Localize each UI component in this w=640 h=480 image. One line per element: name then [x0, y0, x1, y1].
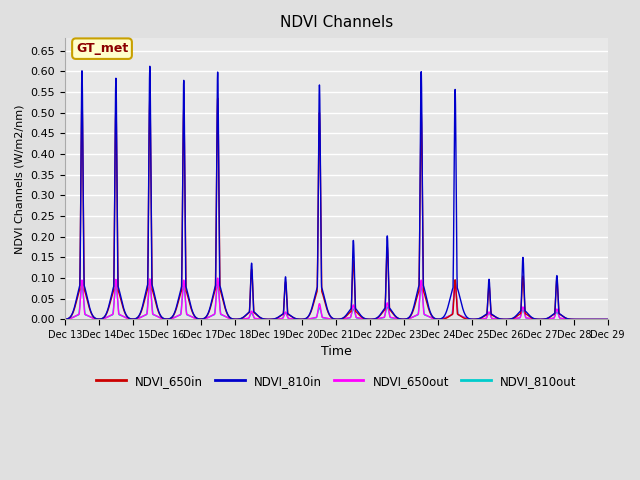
NDVI_810in [382, 266, 390, 272]
Y-axis label: NDVI Channels (W/m2/nm): NDVI Channels (W/m2/nm) [15, 104, 25, 253]
NDVI_810in [493, 314, 500, 320]
NDVI_650in [604, 316, 612, 322]
NDVI_650in [382, 269, 390, 275]
NDVI_650in [61, 316, 69, 322]
NDVI_650in [258, 315, 266, 321]
X-axis label: Time: Time [321, 346, 352, 359]
NDVI_810out [382, 306, 390, 312]
Title: NDVI Channels: NDVI Channels [280, 15, 393, 30]
NDVI_650out [382, 304, 390, 310]
Text: GT_met: GT_met [76, 42, 128, 55]
NDVI_810out [604, 316, 612, 322]
NDVI_650out [61, 316, 69, 322]
NDVI_810out [406, 315, 413, 321]
NDVI_810out [258, 316, 266, 322]
NDVI_810in [146, 63, 154, 69]
NDVI_810out [463, 315, 471, 321]
NDVI_810out [88, 315, 96, 321]
NDVI_650out [214, 275, 221, 281]
NDVI_650in [88, 312, 96, 318]
NDVI_650out [258, 316, 266, 322]
NDVI_810out [146, 281, 154, 287]
NDVI_810in [406, 313, 413, 319]
NDVI_650in [406, 314, 413, 320]
NDVI_810out [493, 316, 500, 322]
Legend: NDVI_650in, NDVI_810in, NDVI_650out, NDVI_810out: NDVI_650in, NDVI_810in, NDVI_650out, NDV… [92, 370, 581, 392]
NDVI_810in [258, 315, 266, 321]
NDVI_650out [493, 316, 500, 322]
NDVI_810in [463, 315, 471, 321]
NDVI_650out [463, 316, 471, 322]
Line: NDVI_810in: NDVI_810in [65, 66, 608, 319]
Line: NDVI_650in: NDVI_650in [65, 98, 608, 319]
Line: NDVI_810out: NDVI_810out [65, 284, 608, 319]
NDVI_650out [88, 315, 96, 321]
NDVI_650out [604, 316, 612, 322]
NDVI_650in [493, 315, 500, 321]
NDVI_810in [88, 312, 96, 318]
NDVI_810in [61, 316, 69, 322]
NDVI_810in [604, 316, 612, 322]
NDVI_650in [214, 95, 221, 101]
NDVI_810out [61, 316, 69, 322]
Line: NDVI_650out: NDVI_650out [65, 278, 608, 319]
NDVI_650in [463, 316, 471, 322]
NDVI_650out [406, 315, 413, 321]
